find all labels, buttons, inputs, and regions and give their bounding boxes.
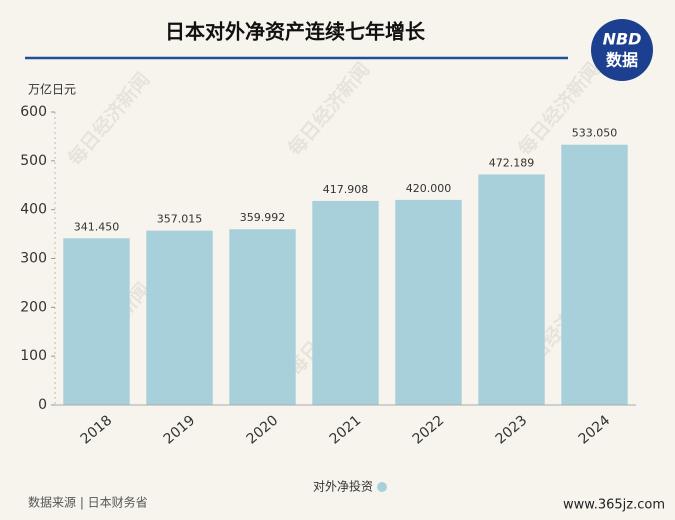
data-label: 472.189 (489, 156, 535, 169)
data-label: 533.050 (572, 127, 618, 140)
bar (561, 144, 628, 406)
source: 数据来源 | 日本财务省 (28, 495, 148, 510)
data-label: 420.000 (406, 182, 452, 195)
data-label: 359.992 (240, 211, 286, 224)
data-label: 417.908 (323, 183, 369, 196)
logo-text: NBD (603, 30, 642, 49)
bar (146, 230, 213, 405)
y-tick-label: 500 (20, 153, 47, 169)
bar (229, 229, 296, 405)
bar (395, 199, 462, 405)
y-tick-label: 300 (20, 251, 47, 267)
bar (63, 238, 130, 405)
legend-label: 对外净投资 (313, 479, 373, 494)
bar (478, 174, 545, 405)
site-mark: www.365jz.com (563, 498, 665, 513)
data-label: 341.450 (74, 220, 120, 233)
logo-badge (591, 19, 653, 81)
y-tick-label: 400 (20, 202, 47, 218)
logo-text: 数据 (606, 51, 638, 70)
data-label: 357.015 (157, 213, 203, 226)
y-tick-label: 200 (20, 299, 47, 315)
bar (312, 200, 379, 405)
y-axis-label: 万亿日元 (28, 82, 76, 97)
y-tick-label: 100 (20, 348, 47, 364)
legend-swatch (377, 482, 387, 492)
chart-title: 日本对外净资产连续七年增长 (165, 20, 426, 44)
y-tick-label: 0 (38, 397, 47, 413)
y-tick-label: 600 (20, 104, 47, 120)
